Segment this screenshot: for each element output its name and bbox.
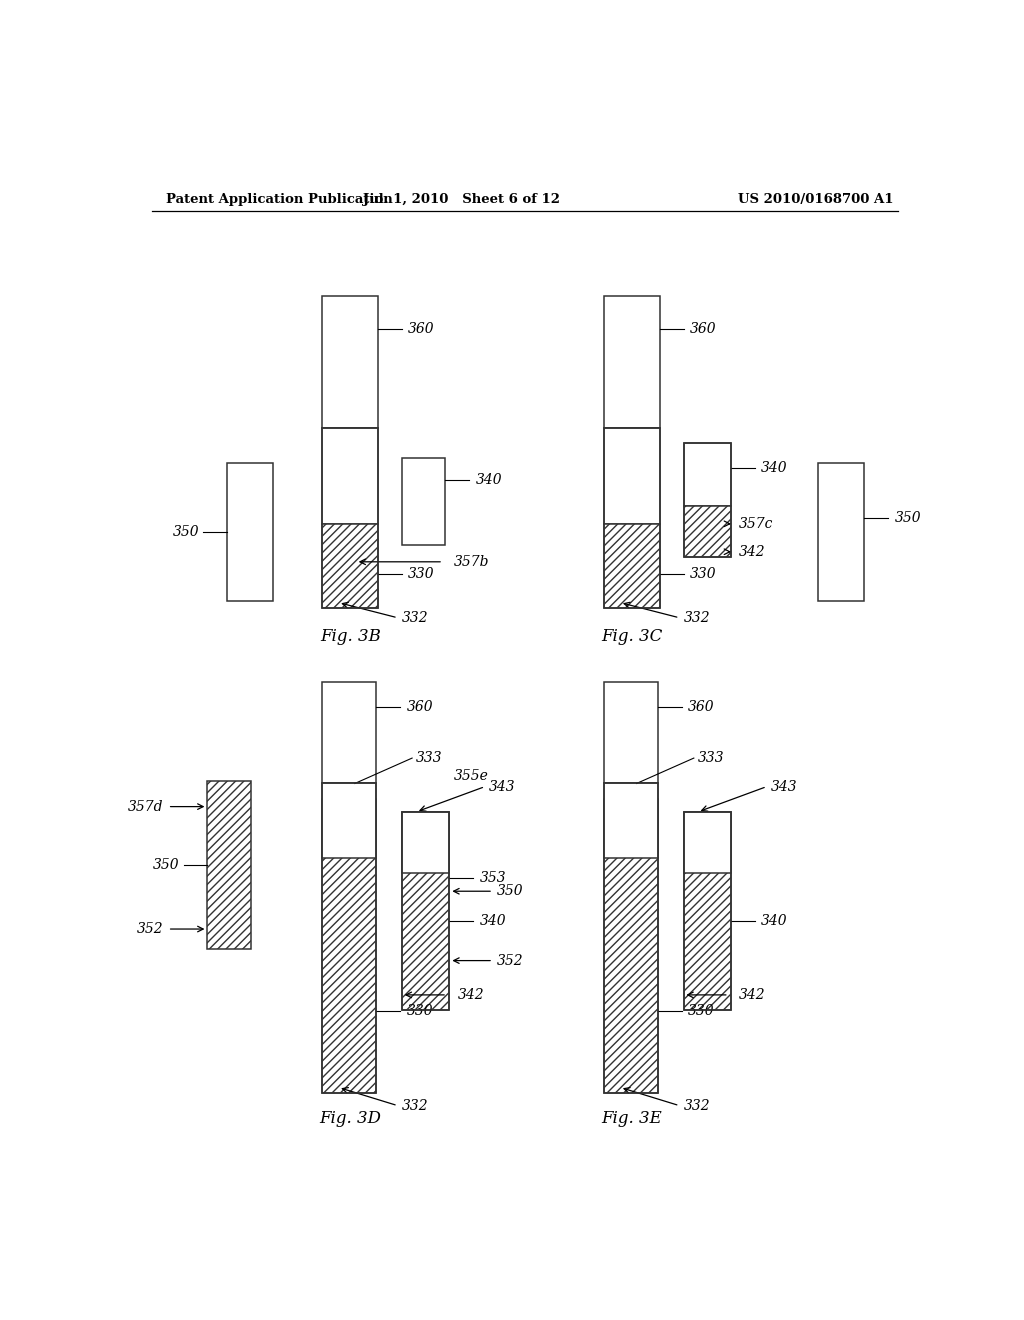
Text: 350: 350 <box>173 525 200 539</box>
Bar <box>401 458 445 545</box>
Text: 340: 340 <box>761 913 787 928</box>
Text: 357c: 357c <box>739 517 773 531</box>
Text: 360: 360 <box>688 700 715 714</box>
Text: 343: 343 <box>489 780 516 793</box>
Bar <box>323 799 377 1093</box>
Text: 330: 330 <box>690 568 717 581</box>
Bar <box>401 812 450 1010</box>
Bar <box>604 682 658 784</box>
Text: 360: 360 <box>690 322 717 335</box>
Text: 342: 342 <box>739 987 766 1002</box>
Bar <box>401 812 450 1010</box>
Text: Fig. 3E: Fig. 3E <box>601 1110 663 1127</box>
Text: 332: 332 <box>684 611 711 624</box>
Text: 332: 332 <box>684 1098 711 1113</box>
Text: 360: 360 <box>409 322 435 335</box>
Bar <box>684 812 731 1010</box>
Bar <box>323 784 377 1093</box>
Text: 340: 340 <box>761 461 787 475</box>
Bar <box>604 799 658 1093</box>
Text: Patent Application Publication: Patent Application Publication <box>166 193 393 206</box>
Bar <box>323 428 378 524</box>
Text: 332: 332 <box>401 611 428 624</box>
Text: 360: 360 <box>407 700 433 714</box>
Text: 333: 333 <box>697 751 724 766</box>
Text: 330: 330 <box>409 568 435 581</box>
Bar <box>323 428 378 607</box>
Text: 342: 342 <box>739 545 766 558</box>
Bar <box>684 444 731 557</box>
Bar <box>401 812 450 873</box>
Text: 350: 350 <box>497 884 523 898</box>
Text: 332: 332 <box>401 1098 428 1113</box>
Text: 357b: 357b <box>454 554 488 569</box>
Text: US 2010/0168700 A1: US 2010/0168700 A1 <box>738 193 894 206</box>
Bar <box>207 781 251 949</box>
Bar <box>323 682 377 784</box>
Text: 340: 340 <box>475 473 502 487</box>
Bar <box>604 296 659 428</box>
Text: 350: 350 <box>895 511 922 525</box>
Text: 340: 340 <box>479 913 506 928</box>
Text: Fig. 3D: Fig. 3D <box>319 1110 381 1127</box>
Text: 350: 350 <box>153 858 179 873</box>
Text: Fig. 3C: Fig. 3C <box>601 627 663 644</box>
Text: 333: 333 <box>416 751 442 766</box>
Bar <box>604 784 658 858</box>
Bar <box>604 784 658 1093</box>
Text: Jul. 1, 2010   Sheet 6 of 12: Jul. 1, 2010 Sheet 6 of 12 <box>362 193 560 206</box>
Bar <box>323 784 377 858</box>
Bar <box>604 428 659 607</box>
Text: 357d: 357d <box>128 800 164 813</box>
Bar <box>684 506 731 557</box>
Bar <box>604 524 659 607</box>
Text: 353: 353 <box>479 871 506 884</box>
Bar <box>684 444 731 506</box>
Text: 330: 330 <box>407 1005 433 1018</box>
Text: 342: 342 <box>458 987 484 1002</box>
Bar <box>227 463 273 601</box>
Bar <box>684 812 731 1010</box>
Text: Fig. 3B: Fig. 3B <box>319 627 381 644</box>
Bar <box>323 296 378 428</box>
Text: 330: 330 <box>688 1005 715 1018</box>
Text: 343: 343 <box>771 780 798 793</box>
Bar <box>818 463 864 601</box>
Bar <box>604 428 659 524</box>
Text: 352: 352 <box>137 923 164 936</box>
Text: 355e: 355e <box>454 770 488 783</box>
Text: 352: 352 <box>497 953 523 968</box>
Bar <box>323 524 378 607</box>
Bar <box>684 812 731 873</box>
